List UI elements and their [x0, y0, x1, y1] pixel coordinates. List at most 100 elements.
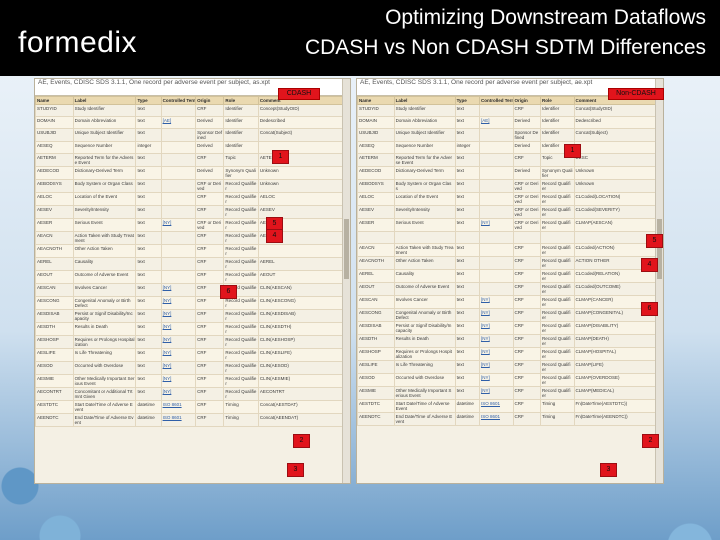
table-row: AESDISAB Persist or Signif Disability/Inc…: [35, 309, 350, 323]
table-row: AEBODSYS Body System or Organ Class text CR…: [357, 179, 663, 193]
table-row: AESOD Occurred with Overdose text [NY] CRF Re…: [35, 361, 350, 375]
table-cell: text: [454, 205, 480, 219]
column-header: Name: [35, 96, 74, 105]
controlled-terms-link[interactable]: [NY]: [162, 298, 172, 303]
table-cell: CRF: [195, 270, 225, 284]
table-cell: Requires or Prolongs Hospitalization: [393, 347, 456, 361]
controlled-terms-link[interactable]: [NY]: [162, 337, 172, 342]
table-cell: text: [135, 218, 162, 232]
controlled-terms-link[interactable]: [NY]: [480, 375, 490, 380]
table-cell: Concomitant or Additional Trtmnt Given: [72, 387, 137, 401]
scrollbar-thumb[interactable]: [344, 219, 349, 279]
table-cell: CLMAP(HOSPITAL): [573, 347, 663, 361]
table-cell: [160, 244, 197, 258]
table-cell: text: [454, 243, 480, 257]
controlled-terms-link[interactable]: [NY]: [480, 336, 490, 341]
table-cell: Other Medically Important Serious Event: [393, 386, 456, 400]
table-cell: text: [454, 179, 480, 193]
vertical-scrollbar[interactable]: [655, 79, 663, 483]
controlled-terms-link[interactable]: [NY]: [162, 285, 172, 290]
table-cell: Record Qualifier: [539, 205, 575, 219]
controlled-terms-link[interactable]: [NY]: [162, 324, 172, 329]
controlled-terms-link[interactable]: [NY]: [480, 310, 490, 315]
table-cell: Severity/Intensity: [393, 205, 456, 219]
table-cell: Record Qualifier: [539, 218, 575, 232]
table-row: AEOUT Outcome of Adverse Event text CRF Reco…: [357, 282, 663, 296]
table-cell: CRF: [195, 192, 225, 206]
controlled-terms-link[interactable]: ISO 8601: [162, 402, 182, 407]
controlled-terms-link[interactable]: [NY]: [480, 349, 490, 354]
controlled-terms-link[interactable]: [NY]: [162, 389, 172, 394]
table-cell: AETERM: [35, 153, 74, 167]
table-cell: AECONTRT: [257, 387, 350, 401]
table-cell: CRF: [195, 322, 225, 336]
table-cell: text: [135, 205, 162, 219]
table-cell: Record Qualifier: [539, 373, 575, 387]
table-cell: [539, 231, 575, 244]
table-cell: text: [135, 296, 162, 310]
table-cell: Record Qualifier: [539, 360, 575, 374]
table-cell: AESEV: [357, 205, 395, 219]
table-cell: Record Qualifier: [223, 309, 259, 323]
non-cdash-document-panel: AE, Events, CDISC SDS 3.1.1, One record …: [356, 78, 664, 484]
slide-header: formedix Optimizing Downstream Dataflows…: [0, 0, 720, 76]
vertical-scrollbar[interactable]: [342, 79, 350, 483]
table-cell: Record Qualifier: [223, 374, 259, 388]
controlled-terms-link[interactable]: [NY]: [480, 323, 490, 328]
scrollbar-thumb[interactable]: [657, 219, 662, 279]
table-cell: Record Qualifier: [223, 192, 259, 206]
table-cell: [NY]: [478, 308, 514, 322]
table-cell: AEACN: [357, 243, 395, 257]
table-cell: Record Qualifier: [223, 296, 259, 310]
table-cell: Timing: [539, 412, 575, 426]
table-cell: Identifier: [223, 141, 259, 154]
controlled-terms-link[interactable]: [NY]: [162, 376, 172, 381]
table-cell: AESCAN: [35, 283, 74, 297]
table-cell: AECONTRT: [35, 387, 74, 401]
table-cell: [573, 141, 663, 154]
table-cell: [454, 231, 480, 244]
table-cell: Identifier: [539, 128, 575, 142]
controlled-terms-link[interactable]: [NY]: [162, 311, 172, 316]
table-cell: [NY]: [478, 295, 514, 309]
controlled-terms-link[interactable]: [NY]: [480, 388, 490, 393]
controlled-terms-link[interactable]: [NY]: [162, 363, 172, 368]
controlled-terms-link[interactable]: ISO 8601: [162, 415, 182, 420]
table-cell: CLMAP(OVERDOSE): [573, 373, 663, 387]
table-cell: text: [454, 282, 480, 296]
table-cell: USUBJID: [35, 128, 74, 142]
table-cell: [NY]: [160, 218, 197, 232]
table-cell: AELOC: [257, 192, 350, 206]
table-row: AESEV Severity/Intensity text CRF Record Qua…: [35, 205, 350, 219]
table-row: AEACNOTH Other Action Taken text CRF Record …: [35, 244, 350, 258]
table-cell: CRF or Derived: [512, 179, 541, 193]
table-cell: Synonym Qualifier: [223, 166, 259, 180]
table-cell: [NY]: [160, 348, 197, 362]
table-cell: [NY]: [478, 386, 514, 400]
table-cell: STUDYID: [357, 104, 395, 117]
table-cell: Derived: [195, 166, 225, 180]
controlled-terms-link[interactable]: ISO 8601: [480, 414, 500, 419]
table-cell: [393, 231, 456, 244]
table-cell: Record Qualifier: [539, 347, 575, 361]
table-cell: [160, 153, 197, 167]
controlled-terms-link[interactable]: [NY]: [480, 362, 490, 367]
table-cell: AESHOSP: [35, 335, 74, 349]
table-cell: Sequence Number: [393, 141, 456, 154]
table-row: AESTDTC Start Date/Time of Adverse Event d…: [357, 399, 663, 413]
controlled-terms-link[interactable]: [AE]: [480, 118, 490, 123]
controlled-terms-link[interactable]: ISO 8601: [480, 401, 500, 406]
table-cell: [160, 231, 197, 245]
table-cell: DOMAIN: [357, 116, 395, 129]
controlled-terms-link[interactable]: [NY]: [162, 220, 172, 225]
controlled-terms-link[interactable]: [NY]: [480, 297, 490, 302]
table-cell: Outcome of Adverse Event: [72, 270, 137, 284]
table-cell: AELOC: [357, 192, 395, 206]
table-row: USUBJID Unique Subject Identifier text Spon…: [35, 128, 350, 142]
table-cell: Unknown: [573, 179, 663, 193]
controlled-terms-link[interactable]: [NY]: [480, 220, 490, 225]
table-cell: text: [135, 309, 162, 323]
controlled-terms-link[interactable]: [AE]: [162, 118, 172, 123]
controlled-terms-link[interactable]: [NY]: [162, 350, 172, 355]
table-cell: Topic: [223, 153, 259, 167]
